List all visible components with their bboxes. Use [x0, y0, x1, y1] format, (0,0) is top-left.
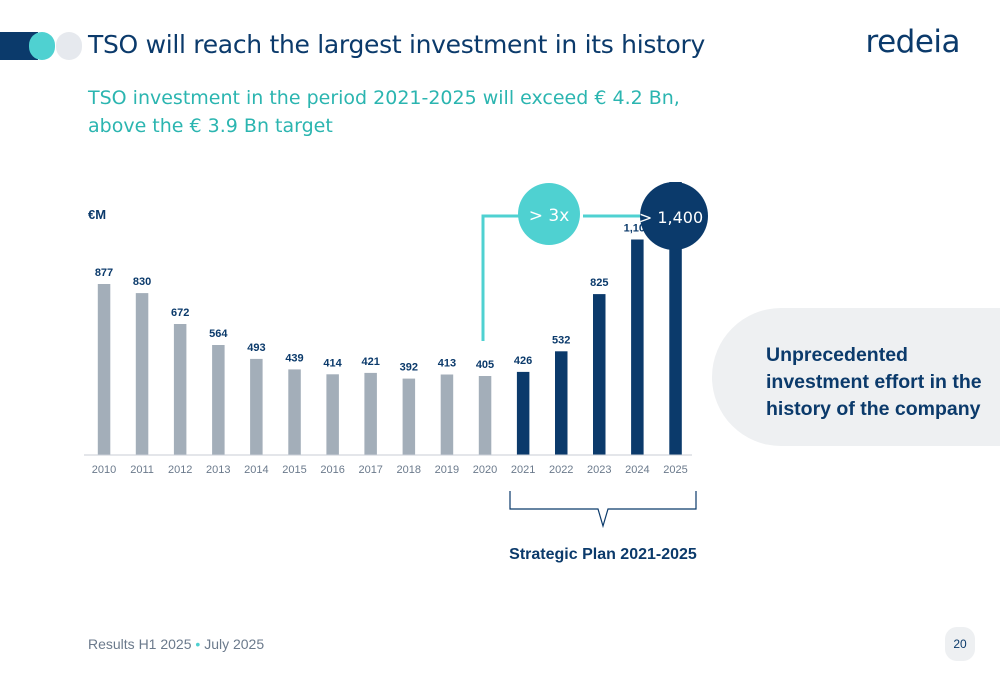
- category-label-2016: 2016: [320, 464, 344, 476]
- redeia-logo: redeia: [865, 24, 961, 60]
- bar-2016: [326, 374, 339, 455]
- plan-bracket: [509, 491, 697, 529]
- bar-2024: [631, 239, 644, 455]
- value-label-2010: 877: [95, 267, 113, 279]
- subtitle-line-1: TSO investment in the period 2021-2025 w…: [88, 87, 680, 109]
- footer: Results H1 2025 • July 2025: [88, 636, 264, 652]
- bar-2012: [173, 324, 187, 455]
- value-label-2018: 392: [400, 362, 418, 374]
- bar-2023: [593, 294, 606, 455]
- category-label-2020: 2020: [473, 464, 497, 476]
- final-value-label: > 1,400: [639, 208, 703, 227]
- bar-2019: [440, 374, 454, 455]
- category-label-2014: 2014: [244, 464, 268, 476]
- page-number: 20: [945, 627, 975, 661]
- growth-circle: [518, 183, 580, 245]
- plan-bracket-label: Strategic Plan 2021-2025: [509, 546, 697, 563]
- category-label-2024: 2024: [625, 464, 649, 476]
- bar-2021: [516, 371, 530, 455]
- footer-separator: •: [195, 636, 201, 652]
- value-label-2022: 532: [552, 334, 570, 346]
- bar-2017: [364, 372, 377, 455]
- decorative-dot-teal: [29, 32, 55, 60]
- category-label-2011: 2011: [130, 464, 154, 476]
- bar-2014: [250, 358, 263, 455]
- value-label-2023: 825: [590, 277, 608, 289]
- subtitle: TSO investment in the period 2021-2025 w…: [88, 84, 680, 140]
- value-label-2014: 493: [247, 342, 265, 354]
- final-value-circle: [640, 182, 708, 250]
- value-label-2011: 830: [133, 276, 151, 288]
- category-label-2015: 2015: [282, 464, 306, 476]
- page-title: TSO will reach the largest investment in…: [88, 30, 706, 59]
- subtitle-line-2: above the € 3.9 Bn target: [88, 115, 333, 137]
- value-label-2013: 564: [209, 328, 228, 340]
- callout-panel: [712, 308, 1000, 446]
- value-label-2020: 405: [476, 359, 494, 371]
- growth-connector-left: [481, 214, 523, 341]
- footer-report: Results H1 2025: [88, 636, 192, 652]
- category-label-2010: 2010: [92, 464, 116, 476]
- category-label-2025: 2025: [663, 464, 687, 476]
- value-label-2017: 421: [362, 356, 380, 368]
- value-label-2021: 426: [514, 355, 532, 367]
- bar-2011: [135, 293, 149, 455]
- value-label-2016: 414: [323, 357, 342, 369]
- growth-label: > 3x: [529, 206, 570, 226]
- bar-2015: [288, 369, 301, 455]
- bar-2018: [402, 378, 416, 455]
- bar-2010: [97, 284, 111, 455]
- value-label-2019: 413: [438, 358, 456, 370]
- category-label-2021: 2021: [511, 464, 535, 476]
- category-label-2019: 2019: [435, 464, 459, 476]
- category-label-2023: 2023: [587, 464, 611, 476]
- category-label-2017: 2017: [358, 464, 382, 476]
- bar-2020: [478, 376, 492, 455]
- bar-2013: [212, 345, 225, 455]
- value-label-2015: 439: [285, 352, 303, 364]
- bar-2022: [555, 351, 568, 455]
- value-label-2012: 672: [171, 307, 189, 319]
- unit-label: €M: [88, 207, 106, 222]
- decorative-dot-grey: [56, 32, 82, 60]
- category-label-2022: 2022: [549, 464, 573, 476]
- category-label-2013: 2013: [206, 464, 230, 476]
- category-label-2018: 2018: [397, 464, 421, 476]
- category-label-2012: 2012: [168, 464, 192, 476]
- bar-2025: [669, 182, 682, 455]
- callout-text: Unprecedented investment effort in the h…: [766, 344, 982, 420]
- footer-date: July 2025: [204, 636, 265, 652]
